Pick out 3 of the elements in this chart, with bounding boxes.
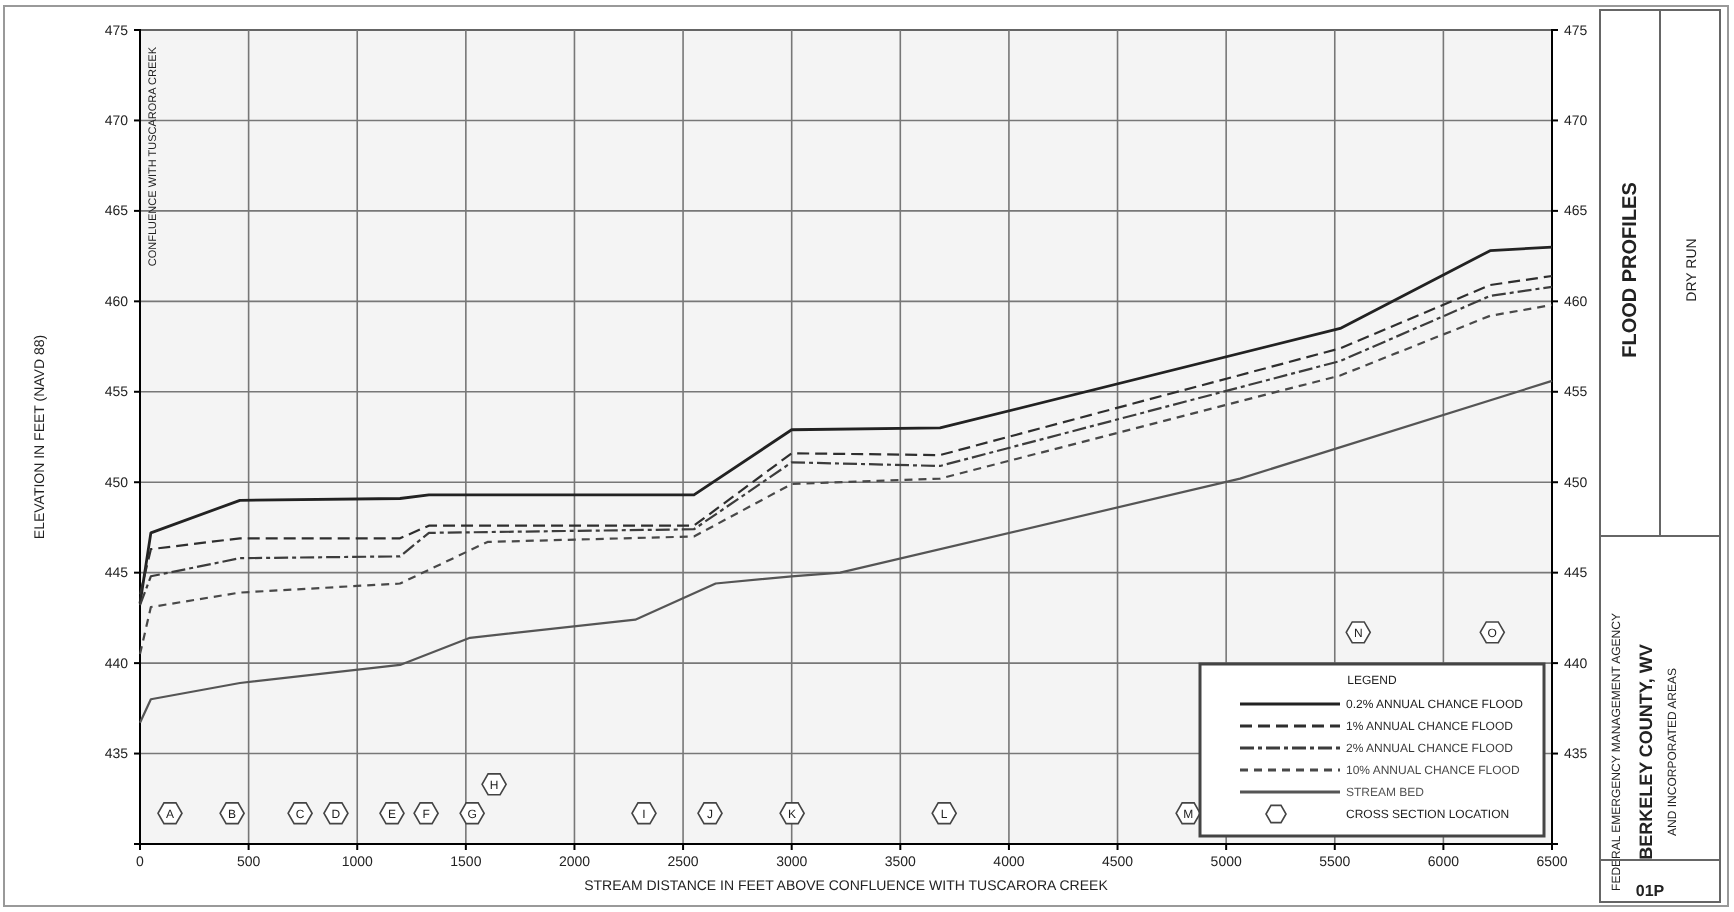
text: BERKELEY COUNTY, WV	[1636, 644, 1656, 860]
text: 01P	[1635, 882, 1666, 900]
text: FLOOD PROFILES	[1620, 181, 1642, 358]
